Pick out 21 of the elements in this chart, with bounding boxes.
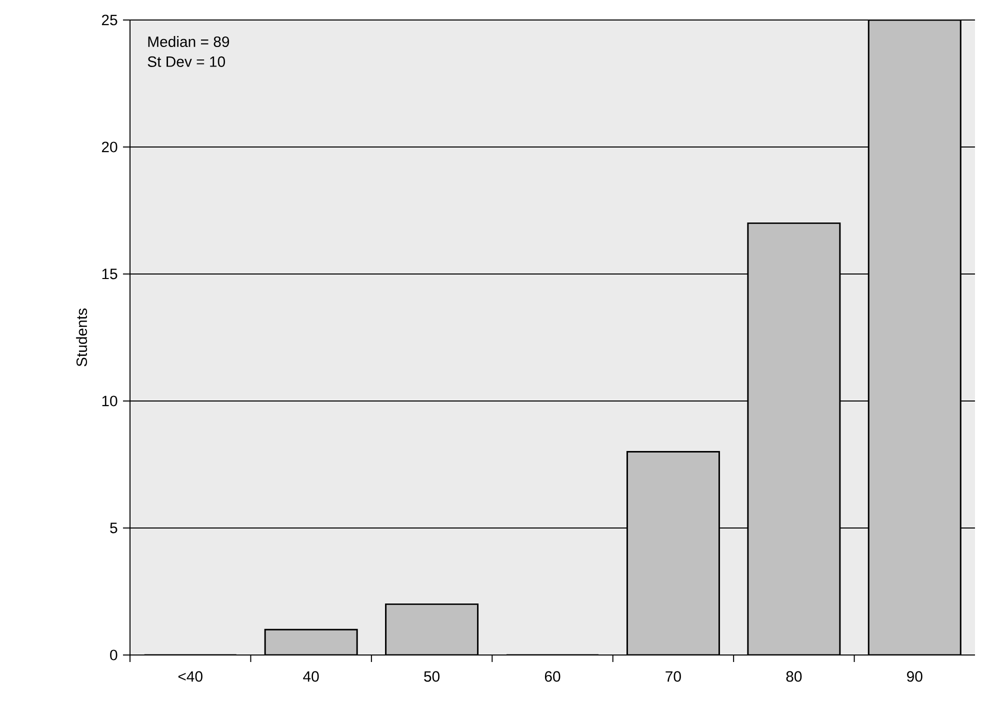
- y-tick-label: 15: [102, 268, 118, 280]
- x-tick-label: <40: [178, 671, 202, 682]
- x-tick-label: 70: [666, 671, 681, 682]
- x-tick-label: 90: [907, 671, 922, 682]
- bar: [386, 604, 478, 655]
- x-tick-label: 40: [303, 671, 319, 682]
- bar: [748, 223, 840, 655]
- bar: [868, 20, 962, 655]
- y-tick-label: 10: [102, 396, 118, 406]
- y-tick-label: 5: [110, 522, 118, 534]
- y-tick-label: 0: [110, 650, 118, 660]
- bar: [627, 452, 720, 655]
- x-tick-label: 80: [786, 671, 802, 682]
- x-tick-label: 60: [544, 671, 560, 682]
- y-axis-title: Students: [76, 308, 88, 366]
- y-tick-label: 20: [102, 142, 118, 152]
- annotation: St Dev = 10: [148, 56, 226, 67]
- x-tick-label: 50: [424, 671, 440, 682]
- annotation: Median = 89: [148, 36, 230, 48]
- bar: [265, 630, 358, 655]
- y-tick-label: 25: [102, 14, 118, 26]
